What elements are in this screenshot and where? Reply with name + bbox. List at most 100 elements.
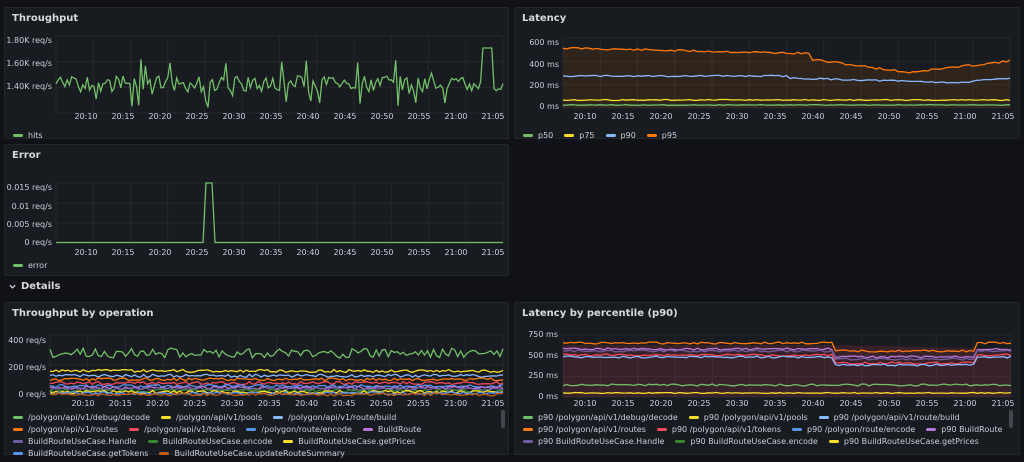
y-tick: 400 req/s — [8, 336, 46, 345]
legend-swatch — [818, 416, 829, 419]
series-line-error — [56, 182, 503, 244]
legend-item[interactable]: /polygon/route/encode — [246, 425, 352, 434]
legend-item[interactable]: p90 /polygon/api/v1/route/build — [818, 413, 960, 422]
series-line-operation — [49, 386, 504, 392]
x-tick: 20:40 — [296, 248, 320, 257]
legend-label: /polygon/api/v1/debug/decode — [28, 413, 150, 422]
series-line-operation — [49, 346, 504, 360]
y-tick: 0.015 req/s — [6, 183, 52, 192]
panel-title[interactable]: Throughput by operation — [12, 308, 154, 319]
legend-scrollbar[interactable] — [501, 410, 505, 428]
legend-swatch — [564, 134, 575, 137]
panel-title[interactable]: Throughput — [12, 13, 79, 24]
x-tick: 20:55 — [407, 248, 431, 257]
x-tick: 21:05 — [481, 248, 505, 257]
x-tick: 20:40 — [296, 112, 320, 121]
legend-label: p90 BuildRouteUseCase.encode — [690, 437, 818, 446]
legend-swatch — [161, 416, 171, 419]
latency-graph[interactable] — [562, 37, 1011, 109]
panel-title[interactable]: Latency — [522, 13, 567, 24]
legend-item[interactable]: p90 BuildRouteUseCase.encode — [675, 437, 818, 446]
legend-label: p90 /polygon/route/encode — [807, 425, 916, 434]
chevron-down-icon — [9, 284, 16, 289]
legend-item[interactable]: p90 /polygon/api/v1/routes — [523, 425, 646, 434]
x-tick: 20:10 — [573, 112, 597, 121]
series-line-operation — [49, 383, 504, 389]
x-tick: 20:50 — [877, 399, 901, 408]
legend-item[interactable]: /polygon/api/v1/pools — [161, 413, 262, 422]
x-tick: 20:45 — [839, 399, 863, 408]
series-area-p90 — [563, 345, 1011, 397]
latency-p90-graph[interactable] — [562, 334, 1012, 398]
legend-swatch — [523, 428, 533, 431]
x-tick: 20:45 — [333, 248, 357, 257]
row-toggle-details[interactable]: Details — [8, 281, 60, 292]
x-tick: 20:15 — [111, 248, 135, 257]
legend-item[interactable]: p90 — [605, 131, 636, 140]
x-tick: 20:55 — [406, 399, 430, 408]
legend-item[interactable]: p90 /polygon/api/v1/tokens — [656, 425, 781, 434]
legend-item[interactable]: BuildRouteUseCase.updateRouteSummary — [159, 449, 345, 458]
legend-item[interactable]: error — [13, 261, 47, 270]
legend-scrollbar[interactable] — [1009, 410, 1013, 428]
error-graph[interactable] — [55, 182, 504, 244]
x-tick: 21:05 — [481, 112, 505, 121]
legend-label: BuildRouteUseCase.updateRouteSummary — [174, 449, 345, 458]
panel-title[interactable]: Error — [12, 150, 41, 161]
x-tick: 20:20 — [148, 112, 172, 121]
x-tick: 20:30 — [220, 399, 244, 408]
legend-item[interactable]: p90 BuildRouteUseCase.Handle — [523, 437, 664, 446]
legend-item[interactable]: /polygon/api/v1/routes — [13, 425, 118, 434]
legend-label: BuildRouteUseCase.getTokens — [28, 449, 149, 458]
legend-item[interactable]: p90 /polygon/api/v1/pools — [688, 413, 808, 422]
legend: hits — [13, 131, 503, 140]
legend-label: p90 BuildRouteUseCase.getPrices — [843, 437, 979, 446]
legend-label: p90 /polygon/api/v1/debug/decode — [538, 413, 678, 422]
legend-item[interactable]: p90 /polygon/route/encode — [792, 425, 915, 434]
x-tick: 20:40 — [801, 399, 825, 408]
throughput-by-operation-graph[interactable] — [49, 334, 504, 397]
legend-swatch — [159, 452, 170, 455]
legend-item[interactable]: BuildRoute — [362, 425, 421, 434]
x-tick: 20:25 — [183, 399, 207, 408]
x-tick: 20:35 — [763, 112, 787, 121]
x-tick: 20:30 — [725, 112, 749, 121]
legend-item[interactable]: BuildRouteUseCase.Handle — [13, 437, 137, 446]
legend-item[interactable]: p75 — [564, 131, 595, 140]
legend-item[interactable]: p50 — [523, 131, 553, 140]
legend-swatch — [362, 428, 373, 431]
x-tick: 20:10 — [71, 399, 95, 408]
series-line-percentile — [562, 349, 1012, 361]
legend-item[interactable]: p90 BuildRouteUseCase.getPrices — [828, 437, 979, 446]
y-tick: 0 ms — [539, 102, 559, 111]
legend-item[interactable]: p90 BuildRoute — [926, 425, 1002, 434]
legend-item[interactable]: BuildRouteUseCase.encode — [147, 437, 272, 446]
y-tick: 0.005 req/s — [6, 220, 52, 229]
x-tick: 20:35 — [257, 399, 281, 408]
y-tick: 0 req/s — [18, 390, 46, 399]
legend-item[interactable]: p90 /polygon/api/v1/debug/decode — [523, 413, 678, 422]
legend-label: p90 /polygon/api/v1/pools — [703, 413, 808, 422]
panel-latency-p90: Latency by percentile (p90) 750 ms 500 m… — [514, 302, 1020, 455]
legend-item[interactable]: BuildRouteUseCase.getTokens — [13, 449, 148, 458]
legend-swatch — [13, 134, 23, 137]
y-tick: 750 ms — [528, 330, 558, 339]
x-tick: 20:50 — [369, 399, 393, 408]
legend-item[interactable]: p95 — [646, 131, 677, 140]
legend[interactable]: /polygon/api/v1/debug/decode/polygon/api… — [13, 413, 493, 458]
legend[interactable]: p90 /polygon/api/v1/debug/decode p90 /pol… — [523, 413, 1003, 446]
panel-title[interactable]: Latency by percentile (p90) — [522, 308, 678, 319]
legend-item[interactable]: /polygon/api/v1/debug/decode — [13, 413, 150, 422]
legend-item[interactable]: hits — [13, 131, 43, 140]
series-line-percentile — [562, 355, 1012, 367]
series-line-percentile — [562, 347, 1012, 359]
x-tick: 21:05 — [991, 399, 1015, 408]
legend-item[interactable]: BuildRouteUseCase.getPrices — [283, 437, 415, 446]
x-tick: 20:30 — [222, 112, 246, 121]
legend-swatch — [246, 428, 257, 431]
legend-item[interactable]: /polygon/api/v1/route/build — [273, 413, 396, 422]
throughput-graph[interactable] — [55, 35, 504, 114]
x-tick: 20:20 — [146, 399, 170, 408]
x-tick: 20:45 — [333, 112, 357, 121]
legend-item[interactable]: /polygon/api/v1/tokens — [129, 425, 235, 434]
